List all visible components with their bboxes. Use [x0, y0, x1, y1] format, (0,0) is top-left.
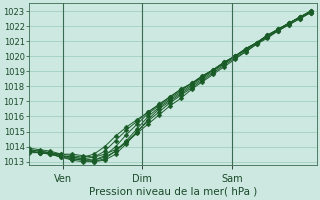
X-axis label: Pression niveau de la mer( hPa ): Pression niveau de la mer( hPa ) — [89, 187, 257, 197]
